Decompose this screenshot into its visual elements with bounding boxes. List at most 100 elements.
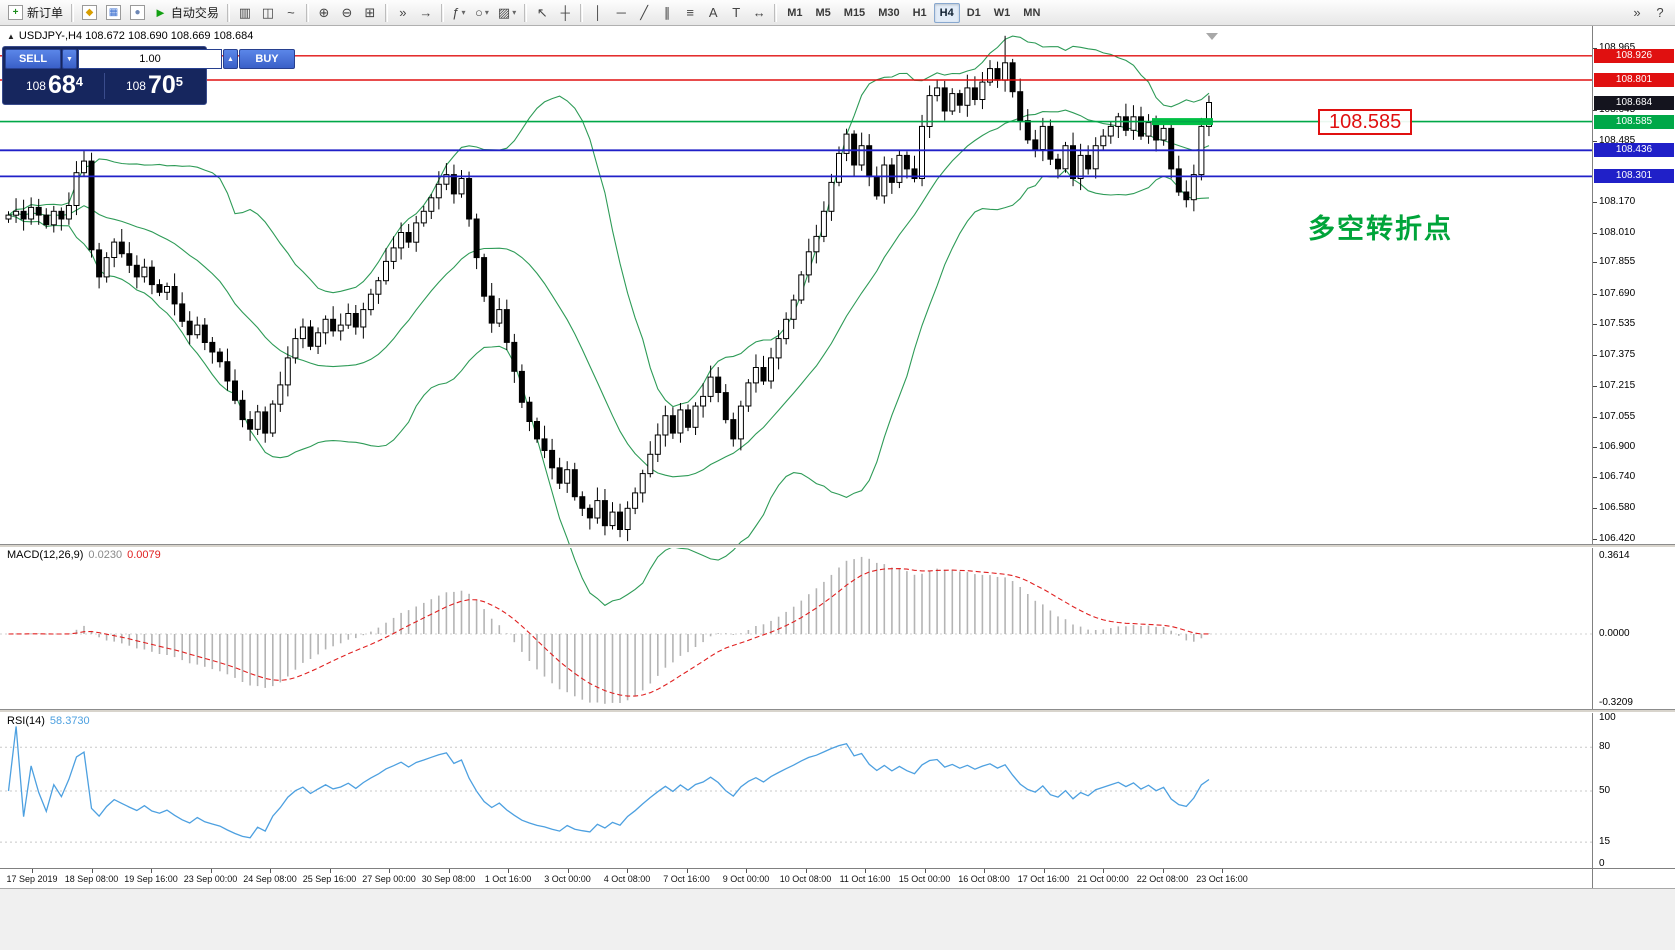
macd-signal-value: 0.0079 xyxy=(127,549,161,561)
price-level-label[interactable]: 108.585 xyxy=(1318,109,1413,135)
trendline-button[interactable]: ╱ xyxy=(633,2,655,24)
candle-body xyxy=(496,309,503,324)
price-axis-label: 107.055 xyxy=(1599,410,1636,422)
line-chart-button[interactable]: ~ xyxy=(280,2,302,24)
sell-price[interactable]: 108 68 4 xyxy=(5,73,104,98)
candle-body xyxy=(58,210,65,220)
candle-body xyxy=(405,232,412,243)
symbol-ohlc-text: USDJPY-,H4 108.672 108.690 108.669 108.6… xyxy=(18,30,254,42)
timeframe-d1-button[interactable]: D1 xyxy=(966,6,981,19)
crosshair-button[interactable]: ┼ xyxy=(554,2,576,24)
candle-body xyxy=(1100,135,1107,147)
price-axis[interactable]: 108.965 108.645 108.485 108.170 108.010 107.8… xyxy=(1592,26,1675,869)
volume-input[interactable] xyxy=(78,49,222,69)
panel-separator-macd[interactable] xyxy=(0,544,1675,548)
bar-chart-button[interactable]: ▥ xyxy=(234,2,256,24)
timeframe-m1-button[interactable]: M1 xyxy=(787,6,803,19)
time-axis-label: 25 Sep 16:00 xyxy=(302,874,357,884)
timeframe-m15-button[interactable]: M15 xyxy=(843,6,866,19)
chart-annotation-text[interactable]: 多空转折点 xyxy=(1308,214,1453,244)
auto-scroll-button[interactable]: » xyxy=(392,2,414,24)
timeframe-w1-button[interactable]: W1 xyxy=(993,6,1011,19)
toolbar-separator xyxy=(440,3,444,22)
market-watch-button[interactable]: ◆ xyxy=(78,2,101,24)
candle-body xyxy=(1002,62,1009,81)
collapse-panel-arrow-icon[interactable]: ▲ xyxy=(7,32,15,41)
candle-body xyxy=(911,168,918,179)
panel-separator-rsi[interactable] xyxy=(0,709,1675,713)
price-axis-label: 108.645 xyxy=(1599,104,1636,116)
candle-body xyxy=(1070,145,1076,179)
crosshair-icon: ┼ xyxy=(560,5,570,20)
candle-body xyxy=(96,249,103,278)
candlestick-chart-button[interactable]: ◫ xyxy=(257,2,279,24)
autotrading-button-label: 自动交易 xyxy=(170,6,219,20)
timeframe-mn-button[interactable]: MN xyxy=(1023,6,1041,19)
time-axis-label: 3 Oct 00:00 xyxy=(544,874,591,884)
vertical-line-button[interactable]: │ xyxy=(587,2,609,24)
horizontal-line-button[interactable]: ─ xyxy=(610,2,632,24)
volume-decrease-button[interactable]: ▼ xyxy=(62,49,77,69)
candle-body xyxy=(745,382,752,407)
candle-body xyxy=(760,367,767,382)
candle-body xyxy=(1009,62,1016,93)
timeframe-m30-button[interactable]: M30 xyxy=(878,6,900,19)
templates-button[interactable]: ▨ ▾ xyxy=(494,2,520,24)
buy-button[interactable]: BUY xyxy=(239,49,295,69)
zoom-out-button[interactable]: ⊖ xyxy=(336,2,358,24)
help-button[interactable]: ? xyxy=(1649,2,1671,24)
candle-body xyxy=(881,164,888,197)
chart-canvas[interactable] xyxy=(0,26,1592,888)
cursor-button[interactable]: ↖ xyxy=(531,2,553,24)
time-axis-label: 27 Sep 00:00 xyxy=(362,874,416,884)
candle-body xyxy=(1145,122,1152,137)
candle-body xyxy=(1130,116,1137,131)
channel-button[interactable]: ∥ xyxy=(656,2,678,24)
time-axis[interactable]: 17 Sep 2019 18 Sep 08:00 19 Sep 16:00 23 Se… xyxy=(0,868,1592,888)
sell-button[interactable]: SELL xyxy=(5,49,61,69)
label-button[interactable]: T xyxy=(725,2,747,24)
volume-increase-button[interactable]: ▲ xyxy=(223,49,238,69)
candle-body xyxy=(609,511,616,527)
data-window-button[interactable]: ▦ xyxy=(102,2,125,24)
price-axis-tick xyxy=(1593,324,1597,326)
market-watch-icon: ◆ xyxy=(82,5,98,20)
periods-icon: ○ xyxy=(474,5,483,20)
time-axis-tick xyxy=(389,869,390,873)
rsi-value: 58.3730 xyxy=(49,715,90,727)
autotrading-button[interactable]: ► 自动交易 xyxy=(150,2,223,24)
timeframe-h1-button[interactable]: H1 xyxy=(912,6,927,19)
candle-body xyxy=(526,401,533,423)
price-axis-label: 107.215 xyxy=(1599,379,1636,391)
chart-shift-button[interactable]: → xyxy=(415,2,437,24)
navigator-button[interactable]: ● xyxy=(126,2,149,24)
indicators-button[interactable]: ƒ ▾ xyxy=(448,2,470,24)
toolbar-separator xyxy=(226,3,230,22)
timeframe-m5-button[interactable]: M5 xyxy=(815,6,831,19)
time-axis-label: 7 Oct 16:00 xyxy=(663,874,710,884)
customize-toolbar-button[interactable]: » xyxy=(1626,2,1648,24)
candle-body xyxy=(858,145,865,166)
price-axis-label: 108.170 xyxy=(1599,195,1636,207)
trendline-icon: ╱ xyxy=(640,5,649,20)
candle-body xyxy=(88,160,95,251)
new-order-button[interactable]: + 新订单 xyxy=(4,2,67,24)
time-axis-tick xyxy=(746,869,747,873)
buy-price[interactable]: 108 70 5 xyxy=(105,73,204,98)
tile-windows-button[interactable]: ⊞ xyxy=(359,2,381,24)
time-axis-label: 22 Oct 08:00 xyxy=(1136,874,1189,884)
periods-button[interactable]: ○ ▾ xyxy=(471,2,493,24)
fibonacci-button[interactable]: ≡ xyxy=(679,2,701,24)
time-axis-tick xyxy=(924,869,926,873)
candle-body xyxy=(315,332,322,347)
time-axis-label: 10 Oct 08:00 xyxy=(779,874,832,884)
chart-shift-marker[interactable] xyxy=(1206,33,1218,40)
candle-body xyxy=(1160,127,1167,141)
price-axis-tick xyxy=(1593,201,1597,203)
price-level-badge: 108.926 xyxy=(1594,48,1674,63)
arrows-button[interactable]: ↔ xyxy=(748,2,770,24)
timeframe-h4-button[interactable]: H4 xyxy=(933,2,960,23)
text-button[interactable]: A xyxy=(702,2,724,24)
candle-body xyxy=(247,419,254,430)
zoom-in-button[interactable]: ⊕ xyxy=(313,2,335,24)
